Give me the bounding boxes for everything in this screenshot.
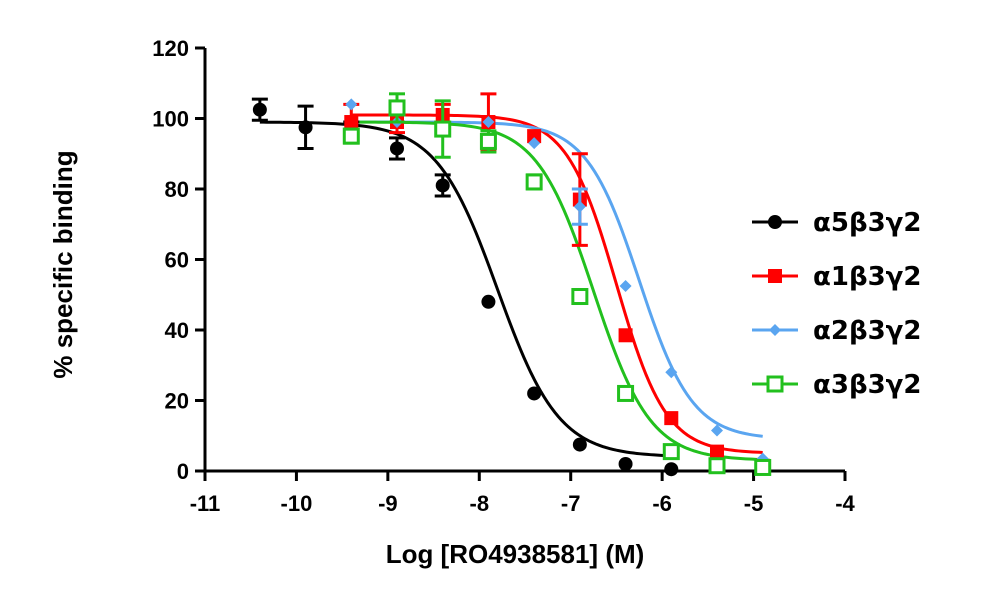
series-1-point — [252, 102, 267, 117]
series-1-point — [664, 462, 679, 477]
x-tick-label: -9 — [378, 491, 398, 516]
series-4-point — [617, 384, 635, 402]
series-2-point — [710, 444, 724, 459]
y-tick-label: 40 — [165, 318, 189, 343]
x-tick-label: -5 — [744, 491, 764, 516]
series-3-point — [345, 98, 358, 111]
legend-marker — [768, 269, 782, 283]
series-3-point — [573, 200, 586, 213]
fit-curves — [259, 113, 763, 462]
legend-marker — [769, 324, 781, 336]
series-4-point — [708, 457, 726, 475]
series-4-point — [388, 99, 406, 117]
series-4-point — [342, 127, 360, 145]
series-1-point — [527, 386, 542, 401]
y-tick-label: 120 — [152, 36, 189, 61]
series-1-fit-curve — [259, 120, 672, 458]
series-4-point — [754, 458, 772, 476]
legend-item-3: α2β3γ2 — [752, 316, 921, 346]
data-points — [251, 92, 772, 477]
series-2-point — [344, 115, 359, 130]
x-tick-label: -6 — [652, 491, 672, 516]
series-1-point — [572, 437, 587, 452]
series-3-point — [482, 116, 495, 129]
legend-item-1: α5β3γ2 — [752, 208, 921, 238]
x-tick-label: -11 — [190, 491, 221, 516]
series-3-point — [619, 279, 632, 292]
series-1-point — [481, 294, 496, 309]
series-3-fit-curve — [351, 120, 763, 438]
x-tick-label: -8 — [470, 491, 490, 516]
y-tick-label: 20 — [165, 389, 189, 414]
y-tick-label: 100 — [152, 107, 189, 132]
legend-item-4: α3β3γ2 — [752, 370, 921, 400]
series-1-point — [435, 178, 450, 193]
series-2-point — [618, 328, 633, 343]
y-tick-label: 0 — [177, 459, 189, 484]
legend-marker — [766, 375, 784, 393]
y-axis-title: % specific binding — [48, 150, 78, 378]
series-3-point — [528, 137, 541, 150]
series-4-point — [479, 132, 497, 150]
series-3-point — [711, 424, 723, 437]
series-2-fit-curve — [351, 113, 763, 454]
series-2-point — [527, 129, 542, 144]
x-tick-label: -10 — [281, 491, 313, 516]
x-tick-label: -4 — [835, 491, 855, 516]
legend: α5β3γ2 α1β3γ2 α2β3γ2 α3β3γ2 — [752, 208, 921, 400]
y-tick-label: 80 — [165, 177, 189, 202]
series-1-point — [298, 120, 313, 135]
legend-label: α2β3γ2 — [813, 316, 921, 346]
y-tick-label: 60 — [165, 248, 189, 273]
series-4-point — [434, 120, 452, 138]
axes: 0 20 40 60 80 100 120 -11 -10 -9 -8 -7 -6 -5 -4 — [152, 36, 855, 516]
series-2-point — [664, 411, 679, 426]
x-tick-label: -7 — [561, 491, 581, 516]
legend-label: α3β3γ2 — [813, 370, 921, 400]
series-4-point — [662, 443, 680, 461]
x-axis-title: Log [RO4938581] (M) — [386, 539, 645, 569]
series-4-point — [571, 288, 589, 306]
legend-marker — [768, 215, 782, 229]
series-4-point — [525, 173, 543, 191]
series-4-fit-curve — [351, 120, 763, 462]
legend-label: α5β3γ2 — [813, 208, 921, 238]
legend-label: α1β3γ2 — [813, 262, 921, 292]
series-3-point — [665, 366, 678, 379]
series-1-point — [618, 456, 633, 471]
series-1-point — [390, 141, 404, 156]
legend-item-2: α1β3γ2 — [752, 262, 921, 292]
